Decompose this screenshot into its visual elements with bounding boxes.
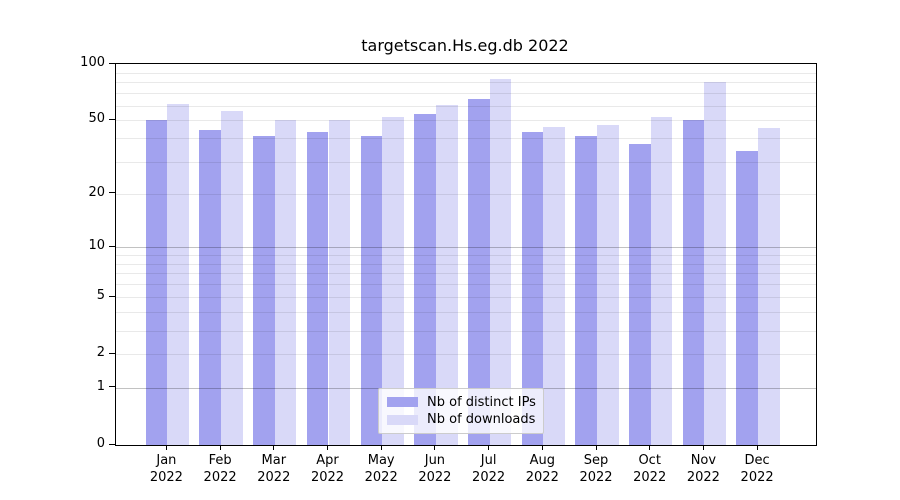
x-label-year-jun: 2022 [418, 469, 452, 485]
legend-swatch-distinct-ips [387, 397, 418, 408]
bar-downloads-may [382, 116, 404, 445]
x-tick-sep [595, 445, 597, 450]
y-tick-label-1: 1 [96, 378, 105, 394]
x-label-year-oct: 2022 [633, 469, 667, 485]
x-label-year-sep: 2022 [579, 469, 613, 485]
x-label-month-may: May [367, 452, 395, 468]
bar-downloads-oct [650, 116, 673, 445]
bar-downloads-aug [543, 126, 565, 445]
y-tick-1 [109, 386, 115, 388]
legend-swatch-downloads [387, 414, 418, 425]
x-tick-label-mar: Mar 2022 [246, 452, 302, 486]
legend-label-distinct-ips: Nb of distinct IPs [427, 394, 536, 410]
x-tick-jan [165, 445, 167, 450]
x-label-month-mar: Mar [261, 452, 287, 468]
x-tick-label-feb: Feb 2022 [192, 452, 248, 486]
x-label-year-jul: 2022 [472, 469, 506, 485]
x-tick-label-aug: Aug 2022 [514, 452, 570, 486]
y-tick-label-50: 50 [88, 111, 105, 127]
x-label-month-jul: Jul [480, 452, 497, 468]
x-tick-label-may: May 2022 [353, 452, 409, 486]
x-label-month-jan: Jan [156, 452, 177, 468]
x-tick-feb [219, 445, 221, 450]
y-tick-50 [109, 118, 115, 120]
plot-area [115, 62, 817, 446]
x-tick-may [380, 445, 382, 450]
x-label-year-feb: 2022 [203, 469, 237, 485]
x-tick-label-dec: Dec 2022 [729, 452, 785, 486]
legend-item-distinct-ips: Nb of distinct IPs [387, 395, 537, 410]
y-tick-100 [109, 62, 115, 64]
x-label-month-jun: Jun [424, 452, 446, 468]
bar-ips-feb [199, 130, 222, 445]
bar-ips-may [360, 135, 383, 445]
x-label-month-oct: Oct [638, 452, 661, 468]
x-tick-oct [649, 445, 651, 450]
x-tick-apr [327, 445, 328, 450]
x-label-month-nov: Nov [690, 452, 717, 468]
x-tick-label-sep: Sep 2022 [568, 452, 624, 486]
x-label-month-feb: Feb [208, 452, 232, 468]
gridline-minor-90 [116, 72, 816, 74]
x-tick-label-nov: Nov 2022 [675, 452, 731, 486]
x-label-year-nov: 2022 [686, 469, 720, 485]
bar-downloads-dec [758, 128, 780, 445]
bar-ips-aug [521, 132, 544, 445]
y-tick-label-5: 5 [96, 288, 105, 304]
legend-label-downloads: Nb of downloads [427, 412, 536, 428]
x-tick-label-oct: Oct 2022 [622, 452, 678, 486]
x-tick-label-jul: Jul 2022 [461, 452, 517, 486]
x-tick-aug [541, 445, 543, 450]
y-tick-label-10: 10 [88, 238, 105, 253]
x-label-year-dec: 2022 [740, 469, 774, 485]
y-tick-label-2: 2 [96, 345, 105, 361]
x-label-month-apr: Apr [316, 452, 339, 468]
bar-downloads-nov [704, 81, 727, 445]
x-tick-label-jan: Jan 2022 [138, 452, 194, 486]
legend-item-downloads: Nb of downloads [387, 412, 537, 427]
x-label-year-may: 2022 [364, 469, 398, 485]
y-tick-0 [109, 443, 115, 445]
x-tick-nov [702, 445, 704, 450]
legend: Nb of distinct IPs Nb of downloads [378, 388, 544, 434]
y-tick-20 [109, 192, 115, 194]
x-label-year-jan: 2022 [149, 469, 183, 485]
chart-title: targetscan.Hs.eg.db 2022 [361, 36, 569, 55]
y-tick-label-0: 0 [96, 436, 105, 451]
x-tick-dec [756, 445, 758, 450]
x-tick-mar [273, 445, 275, 450]
y-tick-label-100: 100 [80, 55, 105, 70]
y-tick-label-20: 20 [88, 184, 105, 200]
x-tick-label-jun: Jun 2022 [407, 452, 463, 486]
x-tick-jul [488, 445, 490, 450]
y-tick-10 [109, 245, 115, 247]
bar-ips-jul [467, 98, 490, 445]
x-label-year-apr: 2022 [310, 469, 345, 485]
bar-downloads-feb [221, 110, 243, 445]
bar-downloads-mar [274, 119, 297, 445]
y-tick-5 [109, 295, 115, 297]
bar-downloads-jun [435, 105, 458, 445]
x-label-year-aug: 2022 [525, 469, 559, 485]
x-label-year-mar: 2022 [257, 469, 291, 485]
bar-downloads-sep [597, 124, 619, 445]
bar-ips-dec [736, 151, 759, 445]
bar-ips-mar [253, 135, 275, 445]
x-tick-jun [434, 445, 436, 450]
x-label-month-aug: Aug [529, 452, 555, 468]
bar-downloads-jul [489, 78, 512, 445]
x-tick-label-apr: Apr 2022 [300, 452, 356, 486]
bar-ips-jan [145, 119, 168, 445]
bar-ips-oct [629, 144, 651, 445]
bar-ips-apr [306, 132, 329, 445]
bar-ips-sep [575, 135, 597, 445]
bar-downloads-jan [167, 103, 190, 445]
x-label-month-dec: Dec [744, 452, 770, 468]
bar-downloads-apr [328, 119, 351, 445]
x-label-month-sep: Sep [583, 452, 609, 468]
bar-ips-nov [682, 119, 705, 445]
bar-ips-jun [414, 113, 436, 445]
y-tick-2 [109, 352, 115, 354]
